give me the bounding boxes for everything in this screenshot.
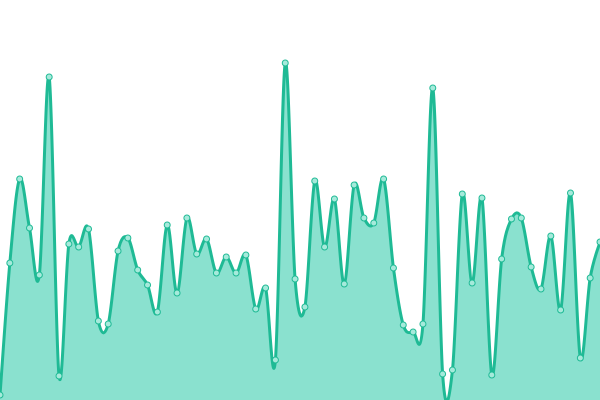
- point: [281, 59, 289, 67]
- point: [547, 232, 555, 240]
- point: [488, 371, 496, 379]
- point: [557, 306, 565, 314]
- point: [242, 251, 250, 259]
- point: [134, 266, 142, 274]
- point: [527, 263, 535, 271]
- point: [586, 274, 594, 282]
- point: [291, 275, 299, 283]
- point: [311, 177, 319, 185]
- point: [537, 285, 545, 293]
- point: [16, 175, 24, 183]
- point: [163, 221, 171, 229]
- point: [301, 303, 309, 311]
- point: [45, 73, 53, 81]
- point: [458, 190, 466, 198]
- point: [6, 259, 14, 267]
- point: [468, 279, 476, 287]
- point: [429, 84, 437, 92]
- point: [94, 317, 102, 325]
- point: [370, 219, 378, 227]
- point: [448, 366, 456, 374]
- point: [566, 189, 574, 197]
- point: [0, 391, 4, 399]
- point: [271, 356, 279, 364]
- point: [173, 289, 181, 297]
- point: [576, 354, 584, 362]
- point: [360, 214, 368, 222]
- point: [203, 235, 211, 243]
- point: [114, 247, 122, 255]
- point: [104, 320, 112, 328]
- point: [75, 243, 83, 251]
- point: [35, 271, 43, 279]
- point: [596, 238, 600, 246]
- point: [55, 372, 63, 380]
- point: [507, 215, 515, 223]
- point: [498, 255, 506, 263]
- point: [439, 370, 447, 378]
- point: [26, 224, 34, 232]
- point: [419, 320, 427, 328]
- point: [85, 225, 93, 233]
- point: [399, 321, 407, 329]
- point: [153, 308, 161, 316]
- point: [350, 181, 358, 189]
- point: [517, 214, 525, 222]
- area: [0, 62, 600, 400]
- point: [144, 281, 152, 289]
- point: [330, 195, 338, 203]
- point: [389, 264, 397, 272]
- point: [321, 243, 329, 251]
- point: [124, 234, 132, 242]
- point: [478, 194, 486, 202]
- point: [193, 250, 201, 258]
- point: [212, 269, 220, 277]
- point: [380, 175, 388, 183]
- point: [222, 253, 230, 261]
- point: [340, 280, 348, 288]
- point: [232, 269, 240, 277]
- point: [183, 214, 191, 222]
- point: [65, 240, 73, 248]
- point: [262, 284, 270, 292]
- point: [409, 328, 417, 336]
- point: [252, 305, 260, 313]
